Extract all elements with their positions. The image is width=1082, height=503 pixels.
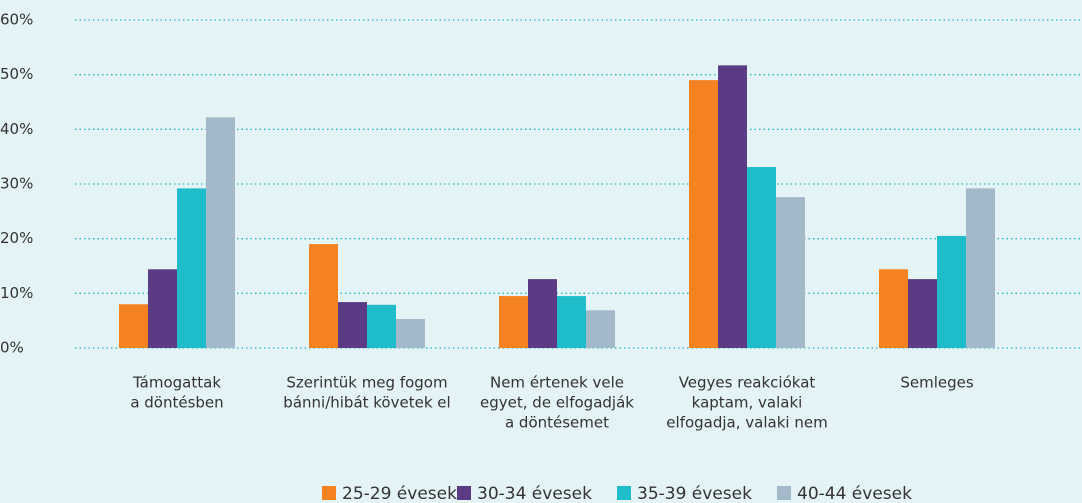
x-tick-label: bánni/hibát követek el — [283, 394, 450, 412]
x-tick-label: a döntésben — [130, 394, 223, 412]
bar — [718, 65, 747, 348]
x-tick-label: Vegyes reakciókat — [679, 374, 816, 392]
x-tick-label: Nem értenek vele — [490, 374, 624, 392]
legend-swatch — [322, 486, 336, 500]
y-tick-label: 40% — [0, 120, 33, 138]
bar — [148, 269, 177, 348]
x-tick-label: Semleges — [900, 374, 974, 392]
bar — [177, 188, 206, 348]
y-tick-label: 20% — [0, 229, 33, 247]
x-tick-label: egyet, de elfogadják — [480, 394, 634, 412]
bar — [309, 244, 338, 348]
bar — [206, 117, 235, 348]
bar — [367, 304, 396, 348]
y-tick-label: 60% — [0, 11, 33, 29]
legend-label: 35-39 évesek — [637, 484, 752, 503]
x-tick-label: Szerintük meg fogom — [286, 374, 447, 392]
bar — [776, 197, 805, 348]
bar — [396, 319, 425, 348]
bar — [338, 302, 367, 348]
y-tick-label: 50% — [0, 65, 33, 83]
y-tick-label: 30% — [0, 175, 33, 193]
y-tick-label: 0% — [0, 339, 24, 357]
bar — [499, 296, 528, 348]
bar — [557, 296, 586, 348]
bar — [879, 269, 908, 348]
legend-label: 30-34 évesek — [477, 484, 592, 503]
legend-label: 40-44 évesek — [797, 484, 912, 503]
bar — [528, 279, 557, 348]
legend-label: 25-29 évesek — [342, 484, 457, 503]
legend-swatch — [617, 486, 631, 500]
bar — [747, 167, 776, 348]
x-tick-label: Támogattak — [132, 374, 221, 392]
bar — [119, 304, 148, 348]
bar — [689, 80, 718, 348]
bar — [908, 279, 937, 348]
bar — [937, 235, 966, 348]
y-tick-label: 10% — [0, 284, 33, 302]
bar — [966, 188, 995, 348]
legend-swatch — [777, 486, 791, 500]
x-tick-label: a döntésemet — [505, 414, 609, 432]
x-tick-label: kaptam, valaki — [692, 394, 803, 412]
legend-swatch — [457, 486, 471, 500]
x-tick-label: elfogadja, valaki nem — [666, 414, 827, 432]
bar — [586, 310, 615, 348]
